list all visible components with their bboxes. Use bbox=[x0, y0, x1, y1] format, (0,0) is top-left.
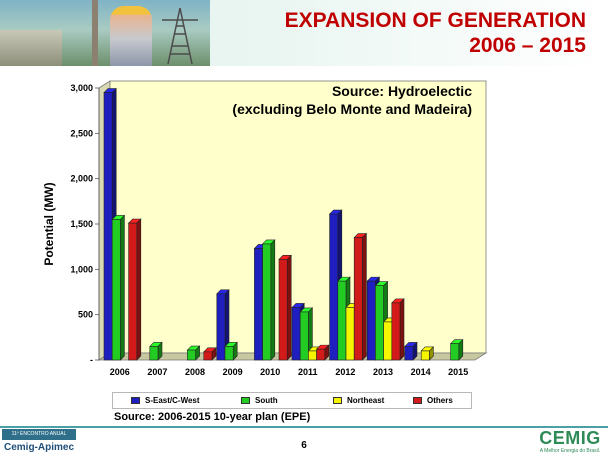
bar bbox=[337, 280, 347, 361]
bar bbox=[254, 248, 263, 361]
legend-swatch bbox=[413, 397, 422, 404]
chart-title: Source: Hydroelectic bbox=[332, 83, 472, 99]
bar bbox=[203, 351, 213, 361]
legend-label: Northeast bbox=[347, 396, 385, 405]
bar-side bbox=[458, 338, 464, 361]
title-line-1: EXPANSION OF GENERATION bbox=[284, 9, 586, 32]
bar bbox=[216, 293, 226, 361]
source-note: Source: 2006-2015 10-year plan (EPE) bbox=[114, 411, 311, 423]
x-tick-label: 2007 bbox=[147, 367, 167, 377]
y-tick-label: 500 bbox=[78, 310, 93, 320]
bar bbox=[366, 280, 376, 361]
x-tick-label: 2011 bbox=[298, 367, 318, 377]
brand-tagline: A Melhor Energia do Brasil. bbox=[539, 448, 601, 454]
x-tick-label: 2014 bbox=[411, 367, 431, 377]
event-logo: 11º ENCONTRO ANUAL Cemig-Apimec bbox=[2, 429, 76, 455]
bar bbox=[128, 222, 138, 361]
event-caption: 11º ENCONTRO ANUAL bbox=[2, 429, 76, 440]
bar-side bbox=[136, 218, 142, 361]
legend-swatch bbox=[131, 397, 140, 404]
brand-logo: CEMIG A Melhor Energia do Brasil. bbox=[534, 428, 606, 455]
bar bbox=[187, 349, 196, 361]
bar-side bbox=[362, 232, 367, 361]
y-tick-label: 1,500 bbox=[70, 219, 93, 229]
y-tick-label: 2,000 bbox=[70, 174, 93, 184]
legend-label: South bbox=[255, 396, 278, 405]
y-tick-label: 1,000 bbox=[70, 264, 93, 274]
y-tick-label: 2,500 bbox=[70, 128, 93, 138]
bar-side bbox=[270, 239, 276, 361]
x-tick-label: 2012 bbox=[335, 367, 355, 377]
bar bbox=[420, 350, 430, 361]
bar bbox=[450, 343, 460, 361]
transmission-tower-image bbox=[162, 7, 198, 65]
bar bbox=[299, 311, 309, 361]
y-tick-label: 3,000 bbox=[70, 83, 93, 93]
dam-image bbox=[0, 30, 62, 66]
event-name: Cemig-Apimec bbox=[2, 440, 76, 455]
chart-legend: S-East/C-West South Northeast Others bbox=[112, 392, 472, 409]
bar-side bbox=[399, 298, 405, 361]
y-tick-label: - bbox=[90, 355, 93, 365]
x-tick-label: 2015 bbox=[448, 367, 468, 377]
header-photo bbox=[0, 0, 210, 66]
bar bbox=[383, 321, 393, 361]
footer-divider bbox=[0, 426, 608, 428]
legend-swatch bbox=[333, 397, 342, 404]
bar bbox=[308, 350, 317, 361]
bar bbox=[103, 92, 113, 361]
legend-label: S-East/C-West bbox=[145, 396, 200, 405]
bar bbox=[291, 307, 301, 361]
x-tick-label: 2013 bbox=[373, 367, 393, 377]
bar bbox=[316, 348, 326, 361]
bar bbox=[375, 285, 384, 361]
y-axis-label: Potential (MW) bbox=[42, 182, 56, 265]
title-line-2: 2006 – 2015 bbox=[469, 34, 586, 57]
bar bbox=[329, 213, 339, 361]
bar-side bbox=[286, 254, 292, 361]
chart-subtitle: (excluding Belo Monte and Madeira) bbox=[232, 101, 472, 117]
x-tick-label: 2008 bbox=[185, 367, 205, 377]
bar-side bbox=[120, 214, 125, 361]
bar bbox=[353, 237, 363, 361]
bar bbox=[404, 346, 414, 361]
bar bbox=[345, 307, 355, 361]
bar bbox=[262, 243, 272, 361]
bar bbox=[111, 219, 121, 361]
lineworker-image bbox=[110, 6, 152, 66]
bar bbox=[391, 302, 401, 361]
bar bbox=[224, 346, 234, 361]
brand-name: CEMIG bbox=[539, 428, 601, 448]
legend-label: Others bbox=[427, 396, 453, 405]
bar bbox=[278, 259, 288, 361]
bar bbox=[149, 346, 159, 361]
x-tick-label: 2010 bbox=[260, 367, 280, 377]
utility-pole-image bbox=[92, 0, 98, 66]
legend-swatch bbox=[241, 397, 250, 404]
page-title: EXPANSION OF GENERATION 2006 – 2015 bbox=[285, 8, 586, 58]
page-number: 6 bbox=[301, 440, 307, 451]
x-tick-label: 2009 bbox=[223, 367, 243, 377]
x-tick-label: 2006 bbox=[110, 367, 130, 377]
